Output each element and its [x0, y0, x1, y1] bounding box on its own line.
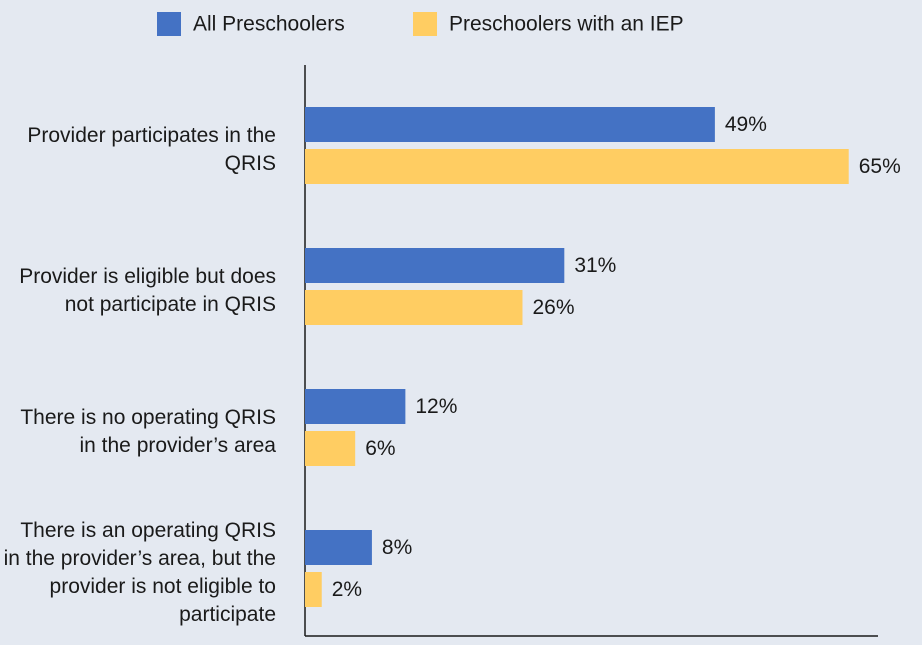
category-label: There is no operating QRIS in the provid…: [20, 405, 276, 457]
bar: [305, 431, 356, 466]
category-label: Provider participates in the QRIS: [27, 123, 276, 175]
bar: [305, 107, 715, 142]
legend-swatch: [157, 12, 181, 36]
value-label: 49%: [725, 113, 767, 136]
bar: [305, 149, 849, 184]
bar: [305, 530, 372, 565]
category-label: There is an operating QRIS in the provid…: [3, 518, 276, 626]
value-label: 2%: [332, 578, 362, 601]
value-label: 6%: [365, 437, 395, 460]
bar: [305, 290, 523, 325]
value-label: 12%: [415, 395, 457, 418]
value-label: 26%: [532, 296, 574, 319]
legend-swatch: [413, 12, 437, 36]
bar: [305, 572, 322, 607]
value-label: 31%: [574, 254, 616, 277]
category-label: Provider is eligible but does not partic…: [19, 264, 276, 316]
bar: [305, 389, 406, 424]
legend-label: All Preschoolers: [193, 13, 345, 36]
value-label: 65%: [859, 155, 901, 178]
legend-label: Preschoolers with an IEP: [449, 13, 684, 36]
value-label: 8%: [382, 536, 412, 559]
bar: [305, 248, 565, 283]
